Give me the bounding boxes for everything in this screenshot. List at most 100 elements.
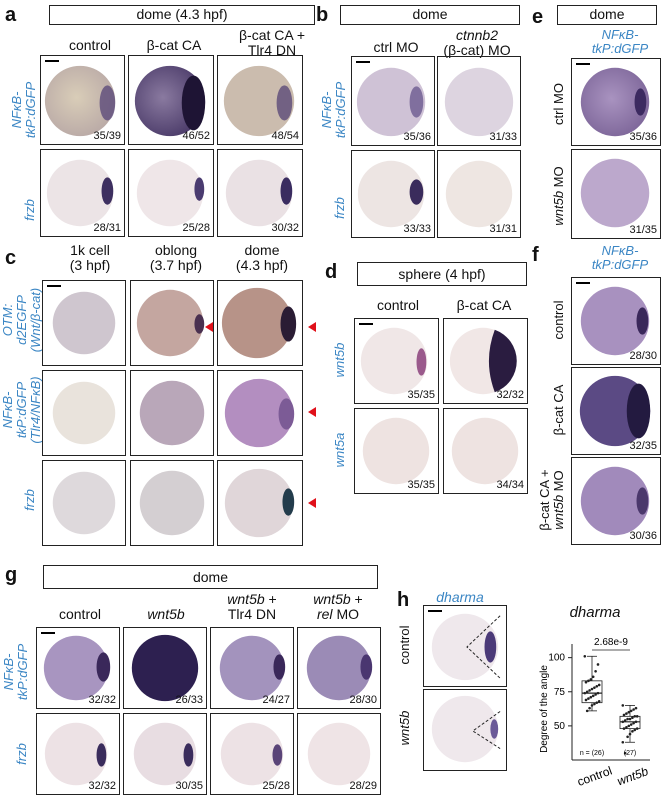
count-label: 35/36 [629,131,657,143]
arrowhead-marker [308,407,316,417]
row-label-nfkb: NFκB- tkP:dGFP [319,82,348,138]
embryo-image [130,280,214,366]
embryo-image: 31/33 [437,56,521,146]
embryo-image: 30/36 [571,457,661,545]
column-label-bcat-ca: β-cat CA [146,37,202,53]
embryo-image: 25/28 [210,713,294,795]
row-gene: wnt5b [551,494,566,530]
column-plus: + [354,591,363,607]
y-axis-label: Degree of the angle [539,665,550,753]
count-label: 28/31 [93,222,121,234]
y-tick-label: 50 [554,721,566,732]
row-line-1: NFκB- [9,91,24,129]
row-suffix: MO [551,166,566,188]
embryo-image [217,280,303,366]
data-point [594,693,597,696]
embryo-image: 35/35 [354,318,439,404]
row-label-wnt5a: wnt5a [332,432,347,468]
data-point [621,740,625,744]
row-line-3: (Tlr4/NFκB) [28,376,43,444]
row-line-1: NFκB- [319,91,334,129]
row-line-2: tkP:dGFP [14,381,29,439]
panel-letter-a: a [5,4,17,26]
column-label-control: control [376,297,420,313]
row-label-wnt5b: wnt5b [332,342,347,378]
box-plot: Degree of the angle 50 75 100 2.68e-9 n = … [539,637,650,789]
data-point [584,698,588,702]
data-point [633,728,637,732]
count-label: 28/30 [349,694,377,706]
data-point [621,720,625,724]
row-label-control: control [397,625,412,665]
count-label: 32/32 [496,389,524,401]
n-label-wnt5b: (27) [624,750,636,757]
panel-letter-d: d [325,261,338,283]
data-point [631,730,634,733]
data-point [590,704,594,707]
panel-letter-g: g [5,564,18,586]
data-point [632,721,635,725]
panel-letter-h: h [397,589,410,611]
pvalue-label: 2.68e-9 [594,637,628,648]
data-point [589,695,593,699]
embryo-image: 26/33 [123,627,207,709]
data-point [635,727,639,730]
column-line-1: oblong [154,242,198,258]
data-point [635,715,639,718]
embryo-image: 30/32 [217,149,303,237]
column-label-wnt5b-tlr4: wnt5b + Tlr4 DN [210,592,294,622]
embryo-image: 25/28 [128,149,214,237]
data-point [629,709,633,713]
row-label-otm: OTM: d2EGFP (Wnt/β-cat) [0,288,43,352]
data-point [595,685,599,688]
count-label: 35/39 [93,130,121,142]
column-label-control: control [58,606,102,622]
count-label: 31/31 [489,223,517,235]
column-label-bcat-ca: β-cat CA [456,297,512,313]
row-label-nfkb: NFκB- tkP:dGFP [1,644,30,700]
data-point [590,687,594,691]
row-label-bcat-wnt5b: β-cat CA + wnt5b MO [537,469,566,531]
count-label: 32/35 [629,440,657,452]
embryo-image: 28/29 [297,713,381,795]
data-point [632,708,635,711]
data-point [631,716,634,719]
row-line-1: OTM: [0,303,15,337]
panel-letter-e: e [532,6,544,28]
count-label: 28/29 [349,780,377,792]
column-plus: + [268,591,277,607]
count-label: 26/33 [175,694,203,706]
count-label: 25/28 [182,222,210,234]
scale-bar [576,63,590,65]
embryo-image: 46/52 [128,55,214,145]
column-line-2: Tlr4 DN [227,606,277,622]
embryo-image: 35/39 [40,55,125,145]
y-tick-label: 75 [554,687,566,698]
n-label-control: n = (26) [580,750,604,757]
count-label: 31/35 [629,224,657,236]
image-header-dharma: dharma [436,589,484,605]
embryo-image: 34/34 [443,408,528,494]
embryo-image [42,280,126,366]
scale-bar [41,632,55,634]
scale-bar [428,610,442,612]
data-point [626,735,629,739]
data-point [583,691,587,695]
column-label-ctrl-mo: ctrl MO [373,39,419,55]
data-point [634,720,638,724]
row-label-frzb: frzb [22,489,37,511]
data-point [583,654,587,658]
column-line-2: rel MO [296,607,380,622]
row-line-2: tkP:dGFP [23,81,38,139]
column-line-2: (β-cat) MO [443,42,511,58]
panel-letter-f: f [532,244,539,266]
column-line-1: wnt5b + [296,592,380,607]
data-point [596,663,600,666]
arrowhead-marker [308,498,316,508]
boxes [581,654,641,755]
row-line-1: β-cat CA + [537,469,552,531]
data-point [629,723,633,726]
y-tick-label: 100 [548,653,565,664]
data-point [626,717,629,721]
column-line-1: β-cat CA + [238,27,306,43]
